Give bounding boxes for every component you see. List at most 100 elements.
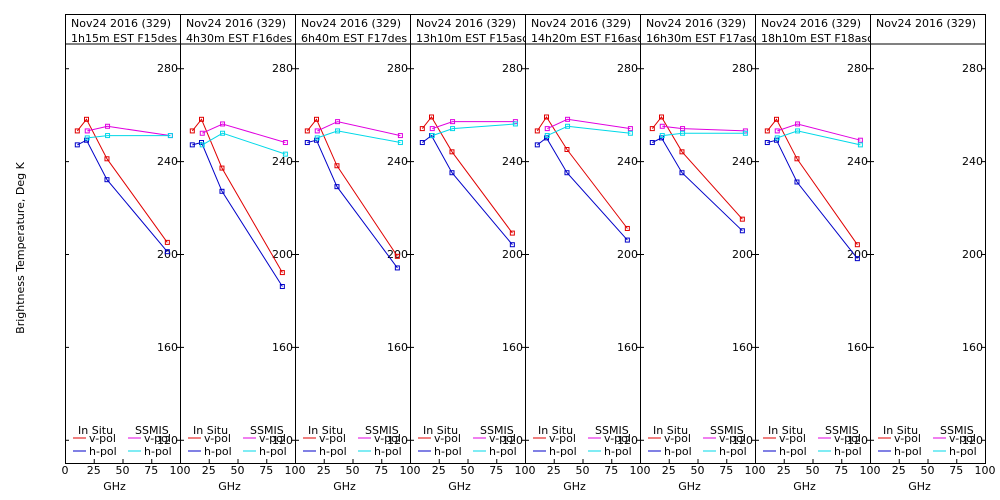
series-line-ssmis-h [547, 125, 631, 137]
series-line-insitu-h [421, 134, 513, 246]
data-point-insitu-v [304, 128, 310, 134]
legend-label-insitu-v: v-pol [319, 432, 346, 445]
legend-label-ssmis-h: h-pol [604, 445, 632, 458]
series-line-insitu-h [307, 139, 398, 269]
y-tick-label: 160 [502, 341, 523, 354]
x-tick-label: 75 [719, 464, 733, 477]
data-point-ssmis-v [565, 116, 571, 122]
data-point-ssmis-h [314, 135, 320, 141]
data-point-ssmis-h [857, 142, 863, 148]
y-tick-label: 280 [732, 62, 753, 75]
data-point-insitu-v [334, 163, 340, 169]
legend-label-insitu-h: h-pol [894, 445, 922, 458]
legend-label-ssmis-h: h-pol [834, 445, 862, 458]
data-point-ssmis-v [450, 119, 456, 125]
y-tick-label: 280 [617, 62, 638, 75]
x-tick-label: 100 [285, 464, 306, 477]
y-tick-label: 120 [962, 434, 983, 447]
series-line-ssmis-h [662, 132, 746, 137]
y-tick-label: 160 [962, 341, 983, 354]
y-tick-label: 280 [502, 62, 523, 75]
x-tick-label: 25 [892, 464, 906, 477]
series-line-ssmis-h [202, 132, 286, 155]
y-tick-label: 200 [157, 248, 178, 261]
x-tick-label: 25 [317, 464, 331, 477]
data-point-ssmis-h [627, 130, 633, 136]
data-point-insitu-h [74, 142, 80, 148]
panel-2: Nov24 2016 (329) 4h30m EST F16des 120 160 20… [180, 14, 306, 493]
data-point-ssmis-v [774, 128, 780, 134]
legend-insitu-title: In Situ [883, 424, 918, 437]
data-point-insitu-v [659, 114, 665, 120]
legend-ssmis-title: SSMIS [710, 424, 744, 437]
data-point-insitu-v [679, 149, 685, 155]
data-point-ssmis-v [335, 119, 341, 125]
x-tick-label: 75 [834, 464, 848, 477]
y-tick-label: 240 [502, 155, 523, 168]
x-tick-label: 75 [949, 464, 963, 477]
panel-title-time: 6h40m EST F17des [301, 32, 407, 45]
x-tick-label: 100 [170, 464, 191, 477]
legend-ssmis-title: SSMIS [480, 424, 514, 437]
panel-title-date: Nov24 2016 (329) [531, 17, 631, 30]
panel-4: Nov24 2016 (329) 13h10m EST F15asc 120 160 2… [410, 14, 536, 493]
data-point-insitu-h [419, 140, 425, 146]
legend-insitu-title: In Situ [308, 424, 343, 437]
panel-title-date: Nov24 2016 (329) [71, 17, 171, 30]
legend-label-ssmis-v: v-pol [374, 432, 401, 445]
panel-frame [870, 14, 986, 464]
panel-title-time: 13h10m EST F15asc [416, 32, 528, 45]
legend-label-ssmis-h: h-pol [489, 445, 517, 458]
legend-insitu-title: In Situ [768, 424, 803, 437]
panels-group: Nov24 2016 (329) 1h15m EST F15des 120 160 20… [62, 14, 996, 493]
data-point-ssmis-v [857, 137, 863, 143]
x-tick-label: 75 [604, 464, 618, 477]
data-point-ssmis-v [314, 128, 320, 134]
legend-label-insitu-h: h-pol [664, 445, 692, 458]
panel-title-date: Nov24 2016 (329) [186, 17, 286, 30]
y-tick-label: 200 [962, 248, 983, 261]
legend-ssmis-title: SSMIS [135, 424, 169, 437]
x-tick-label: 25 [777, 464, 791, 477]
panel-title-date: Nov24 2016 (329) [876, 17, 976, 30]
data-point-ssmis-h [167, 133, 173, 139]
data-point-insitu-v [739, 216, 745, 222]
data-point-ssmis-v [105, 123, 111, 129]
legend-insitu-title: In Situ [653, 424, 688, 437]
data-point-ssmis-v [795, 121, 801, 127]
y-tick-label: 240 [387, 155, 408, 168]
data-point-insitu-h [764, 140, 770, 146]
y-tick-label: 280 [157, 62, 178, 75]
series-line-insitu-h [767, 139, 858, 259]
data-point-ssmis-v [220, 121, 226, 127]
x-axis-label: GHz [103, 480, 126, 493]
data-point-insitu-h [394, 265, 400, 271]
x-tick-label: 25 [547, 464, 561, 477]
x-tick-label: 25 [202, 464, 216, 477]
legend-insitu-title: In Situ [78, 424, 113, 437]
data-point-insitu-h [854, 256, 860, 262]
series-line-ssmis-v [547, 118, 631, 130]
data-point-ssmis-h [450, 126, 456, 132]
series-line-insitu-v [536, 116, 628, 229]
x-tick-label: 50 [921, 464, 935, 477]
data-point-insitu-v [624, 225, 630, 231]
series-line-ssmis-h [317, 130, 401, 143]
data-point-insitu-h [794, 179, 800, 185]
data-point-insitu-v [74, 128, 80, 134]
legend-insitu-title: In Situ [423, 424, 458, 437]
x-axis-label: GHz [218, 480, 241, 493]
x-axis-label: GHz [908, 480, 931, 493]
data-point-insitu-v [104, 156, 110, 162]
data-point-insitu-h [739, 228, 745, 234]
y-tick-label: 160 [387, 341, 408, 354]
legend-label-ssmis-v: v-pol [834, 432, 861, 445]
y-tick-label: 240 [847, 155, 868, 168]
panel-frame [525, 14, 641, 464]
data-point-ssmis-h [512, 121, 518, 127]
x-axis-label: GHz [448, 480, 471, 493]
panel-title-date: Nov24 2016 (329) [646, 17, 746, 30]
series-line-insitu-h [192, 141, 283, 287]
data-point-ssmis-h [199, 142, 205, 148]
